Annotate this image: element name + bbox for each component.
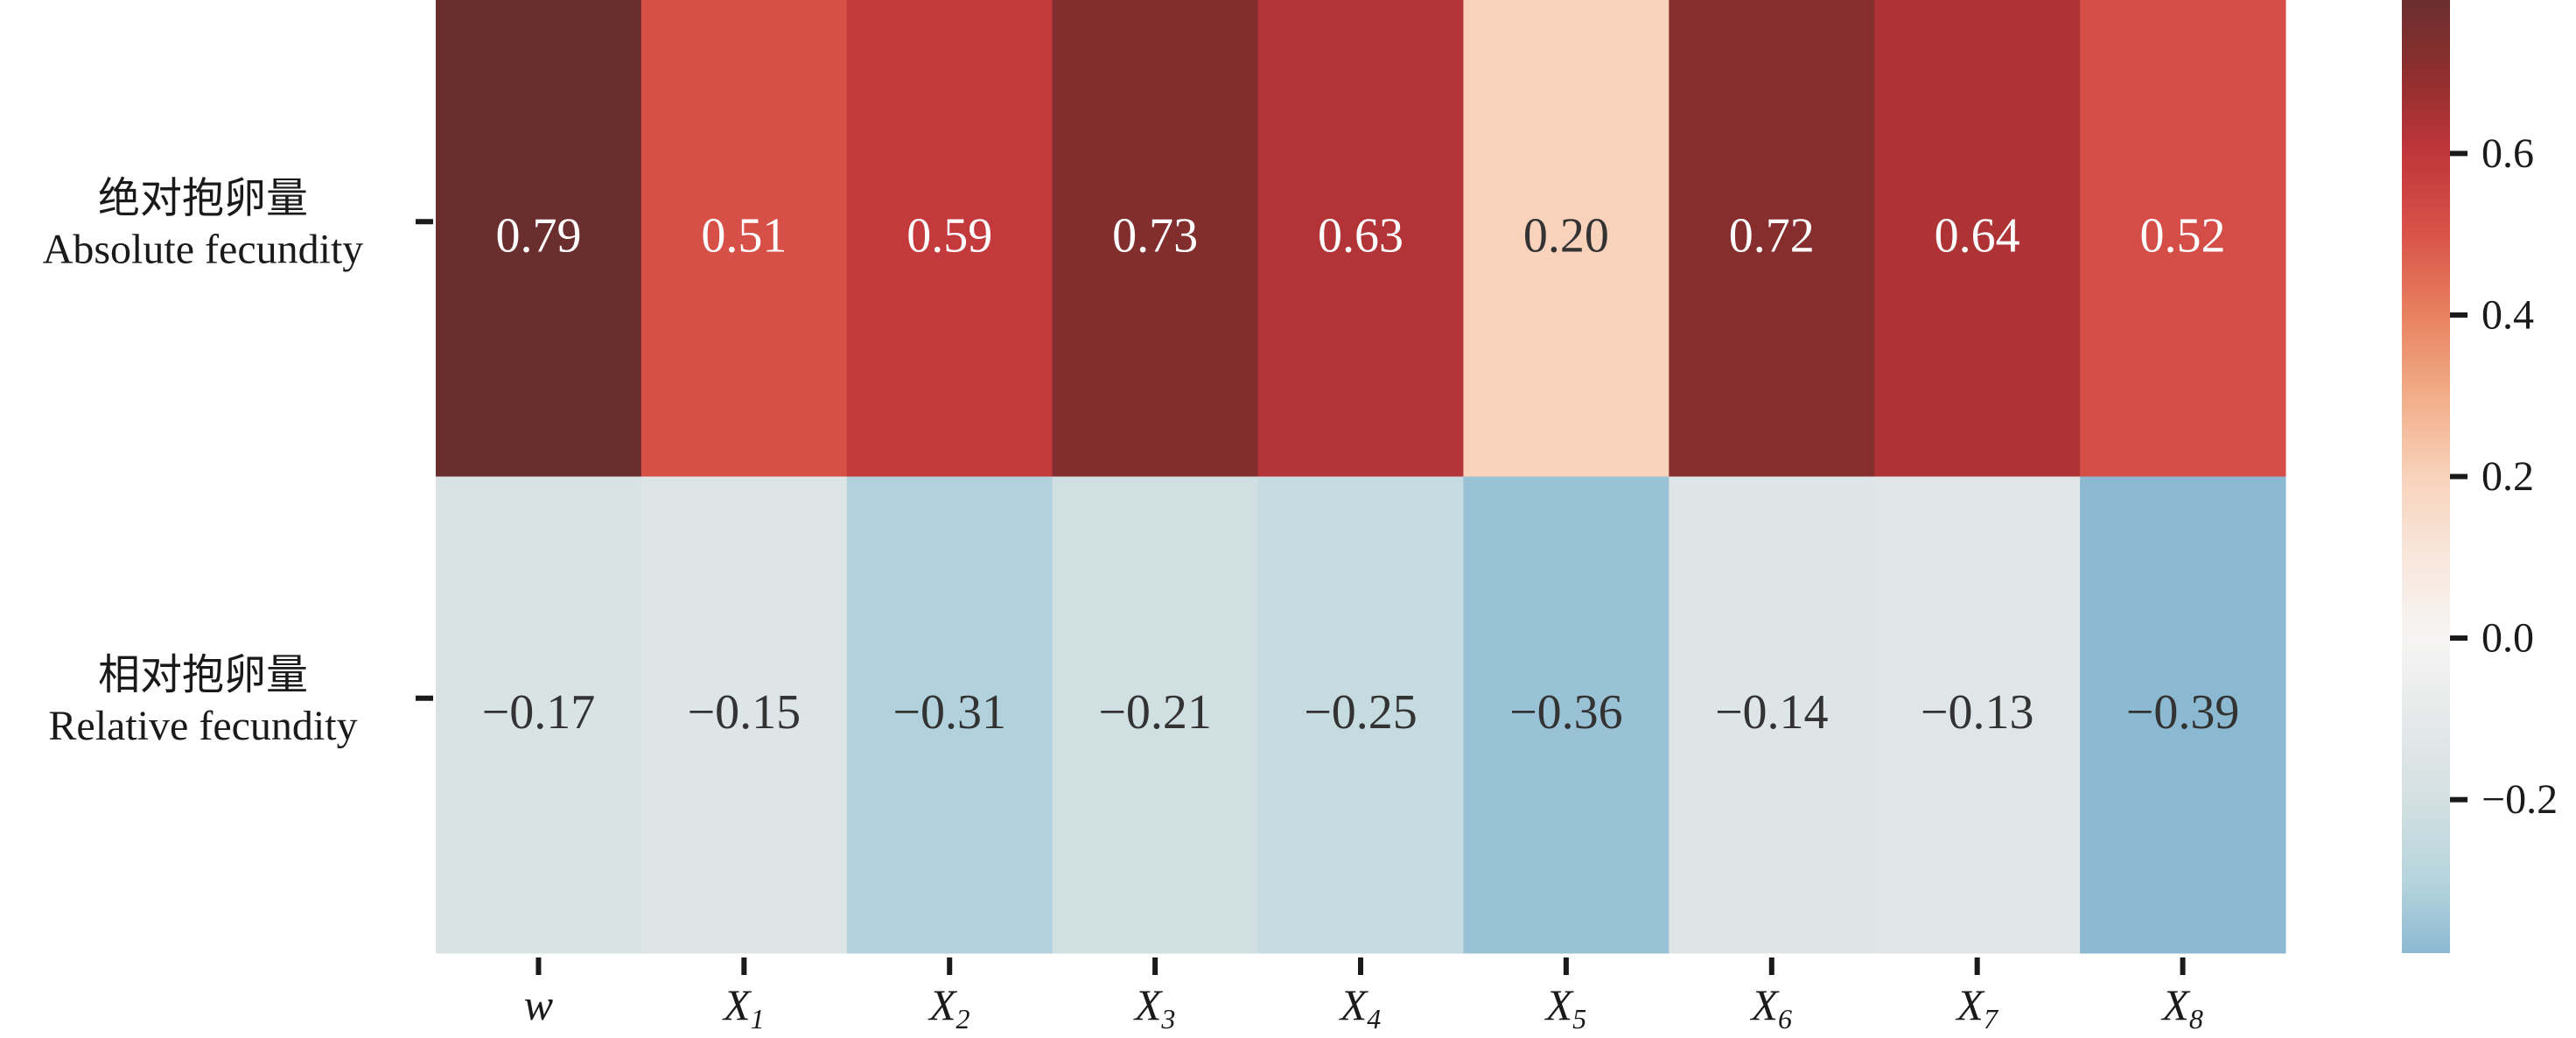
cell-value-label: 0.52 xyxy=(2140,208,2226,263)
column-label-subscript: 4 xyxy=(1367,1003,1381,1034)
column-tick xyxy=(1563,957,1569,975)
column-label-subscript: 5 xyxy=(1572,1003,1586,1034)
heatmap-cell xyxy=(1463,476,1670,954)
column-label: X5 xyxy=(1544,980,1587,1034)
colorbar-tick-label: 0.2 xyxy=(2482,453,2534,500)
heatmap-cell xyxy=(1669,0,1875,477)
heatmap-cell xyxy=(1669,476,1875,954)
cell-value-label: −0.15 xyxy=(688,685,802,740)
colorbar-tick xyxy=(2450,473,2468,480)
colorbar: 0.6 0.4 0.2 0.0 −0.2 xyxy=(2402,0,2558,953)
column-label: X8 xyxy=(2160,980,2203,1034)
column-label: X4 xyxy=(1339,980,1382,1034)
cell-value-label: −0.39 xyxy=(2126,685,2240,740)
column-label-subscript: 6 xyxy=(1778,1003,1792,1034)
column-label: X6 xyxy=(1750,980,1793,1034)
column-label-subscript: 8 xyxy=(2189,1003,2203,1034)
column-tick xyxy=(1974,957,1980,975)
heatmap-cell xyxy=(640,0,848,477)
column-tick xyxy=(1768,957,1774,975)
colorbar-tick xyxy=(2450,635,2468,642)
colorbar-tick-label: 0.4 xyxy=(2482,291,2534,338)
cell-value-label: −0.13 xyxy=(1921,685,2034,740)
column-tick xyxy=(536,957,542,975)
heatmap-cell xyxy=(2080,476,2286,954)
cell-value-label: −0.17 xyxy=(482,685,596,740)
cell-value-label: −0.36 xyxy=(1509,685,1623,740)
colorbar-gradient xyxy=(2402,0,2450,953)
heatmap-cell xyxy=(1874,0,2081,477)
heatmap-cell xyxy=(436,476,642,954)
cell-value-label: 0.63 xyxy=(1318,208,1404,263)
cell-value-label: 0.73 xyxy=(1112,208,1198,263)
heatmap-cell xyxy=(1052,476,1259,954)
row-label-zh: 相对抱卵量 xyxy=(98,652,308,698)
colorbar-tick-label: 0.0 xyxy=(2482,615,2534,662)
heatmap-cell xyxy=(436,0,642,477)
row-label-en: Absolute fecundity xyxy=(43,226,364,272)
column-label-subscript: 2 xyxy=(956,1003,970,1034)
column-label-subscript: 1 xyxy=(751,1003,765,1034)
column-labels: w X1 X2 X3 X4 X5 X6 X7 X8 xyxy=(524,957,2203,1034)
column-label: w xyxy=(524,980,553,1029)
colorbar-tick-label: 0.6 xyxy=(2482,130,2534,177)
colorbar-tick xyxy=(2450,151,2468,157)
row-label-zh: 绝对抱卵量 xyxy=(98,175,308,221)
column-tick xyxy=(1358,957,1363,975)
cell-value-label: −0.25 xyxy=(1304,685,1418,740)
heatmap-cell xyxy=(1874,476,2081,954)
heatmap-cell xyxy=(640,476,848,954)
column-tick xyxy=(947,957,953,975)
column-label: X2 xyxy=(928,980,970,1034)
column-label: X7 xyxy=(1955,980,1999,1034)
cell-value-label: 0.51 xyxy=(701,208,787,263)
column-label-subscript: 7 xyxy=(1984,1003,1999,1034)
heatmap-cells: 0.79 0.51 0.59 0.73 0.63 0.20 0.72 0.64 0.52 −0.1… xyxy=(436,0,2286,954)
cell-value-label: 0.20 xyxy=(1523,208,1609,263)
heatmap-cell xyxy=(846,0,1054,477)
cell-value-label: 0.72 xyxy=(1729,208,1815,263)
column-tick xyxy=(1152,957,1158,975)
colorbar-tick xyxy=(2450,312,2468,318)
row-labels: 绝对抱卵量 Absolute fecundity 相对抱卵量 Relative fec… xyxy=(43,175,433,749)
column-label: X1 xyxy=(722,980,765,1034)
row-tick xyxy=(416,219,433,225)
heatmap-cell xyxy=(846,476,1054,954)
cell-value-label: 0.59 xyxy=(906,208,992,263)
heatmap-cell xyxy=(2080,0,2286,477)
cell-value-label: 0.64 xyxy=(1935,208,2020,263)
cell-value-label: −0.21 xyxy=(1098,685,1212,740)
heatmap-cell xyxy=(1052,0,1259,477)
heatmap-cell xyxy=(1257,476,1464,954)
colorbar-tick-label: −0.2 xyxy=(2482,776,2558,823)
column-tick xyxy=(2180,957,2186,975)
heatmap-cell xyxy=(1463,0,1670,477)
cell-value-label: −0.31 xyxy=(892,685,1006,740)
column-label: X3 xyxy=(1133,980,1176,1034)
column-tick xyxy=(741,957,747,975)
column-label-subscript: 3 xyxy=(1160,1003,1175,1034)
heatmap-cell xyxy=(1257,0,1464,477)
cell-value-label: −0.14 xyxy=(1715,685,1829,740)
cell-value-label: 0.79 xyxy=(495,208,581,263)
row-tick xyxy=(416,695,433,701)
colorbar-tick xyxy=(2450,796,2468,803)
row-label-en: Relative fecundity xyxy=(48,703,357,749)
